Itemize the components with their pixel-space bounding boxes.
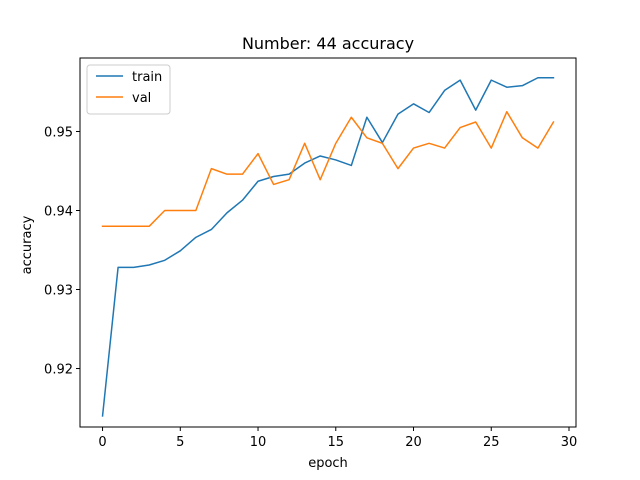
x-tick-label: 20 [405,435,422,450]
x-tick-label: 25 [483,435,500,450]
series-layer [101,77,555,417]
y-axis-label: accuracy [20,215,35,274]
y-tick-label: 0.95 [44,125,73,140]
series-line-train [101,77,555,417]
x-tick-label: 10 [250,435,267,450]
legend: train val [86,64,171,115]
x-tick-label: 30 [561,435,578,450]
x-tick-label: 5 [176,435,184,450]
series-line-val [101,110,555,228]
x-tick-label: 0 [98,435,106,450]
y-tick-label: 0.93 [44,284,73,299]
legend-label-val: val [132,91,151,106]
chart-title: Number: 44 accuracy [242,34,414,53]
plot-frame [79,57,577,428]
y-tick-label: 0.94 [44,204,73,219]
x-tick-label: 15 [328,435,345,450]
y-tick-label: 0.92 [44,363,73,378]
y-axis-ticks: 0.92 0.93 0.94 0.95 [44,125,80,378]
x-axis-ticks: 0 5 10 15 20 25 30 [98,427,577,450]
legend-label-train: train [132,70,162,85]
x-axis-label: epoch [308,456,348,471]
legend-box [86,64,171,115]
